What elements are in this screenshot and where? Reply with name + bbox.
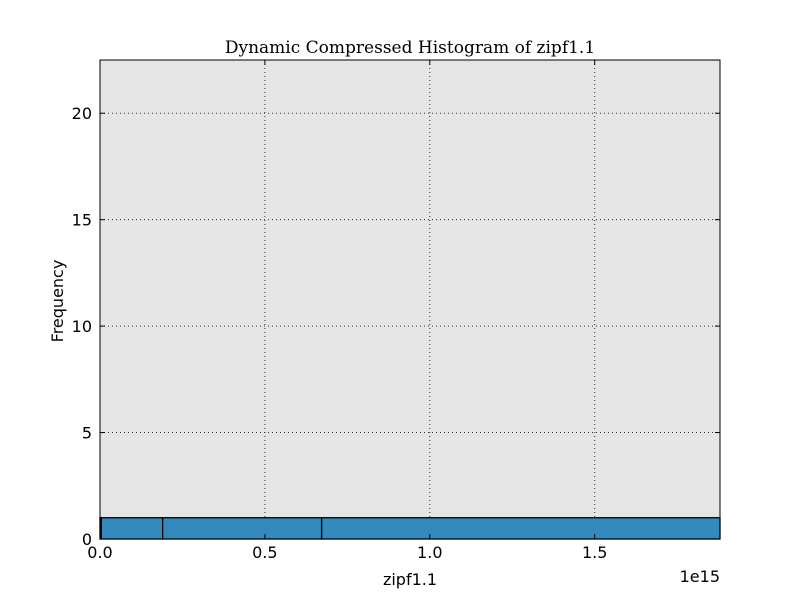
y-tick-label-4: 20	[72, 104, 92, 123]
histogram-bar-2	[162, 517, 323, 540]
x-tick-label-2: 1.0	[417, 543, 442, 562]
y-tick-label-3: 15	[72, 211, 92, 230]
x-tick-labels: 0.0 0.5 1.0 1.5	[87, 543, 607, 562]
histogram-bars	[99, 517, 721, 540]
axis-ticks	[99, 60, 720, 540]
chart-title: Dynamic Compressed Histogram of zipf1.1	[225, 38, 595, 58]
x-tick-label-0: 0.0	[87, 543, 112, 562]
histogram-bar-1	[100, 517, 164, 540]
plot-frame	[99, 59, 721, 540]
y-tick-label-0: 0	[82, 530, 92, 549]
histogram-bar-3	[320, 517, 721, 540]
y-tick-label-2: 10	[72, 317, 92, 336]
plot-area	[100, 60, 720, 539]
x-tick-label-1: 0.5	[252, 543, 277, 562]
x-tick-label-3: 1.5	[582, 543, 607, 562]
y-tick-label-1: 5	[82, 424, 92, 443]
y-axis-label: Frequency	[48, 260, 67, 343]
y-tick-labels: 0 5 10 15 20	[72, 104, 92, 549]
x-axis-label: zipf1.1	[383, 570, 437, 589]
x-axis-offset-label: 1e15	[680, 567, 720, 586]
